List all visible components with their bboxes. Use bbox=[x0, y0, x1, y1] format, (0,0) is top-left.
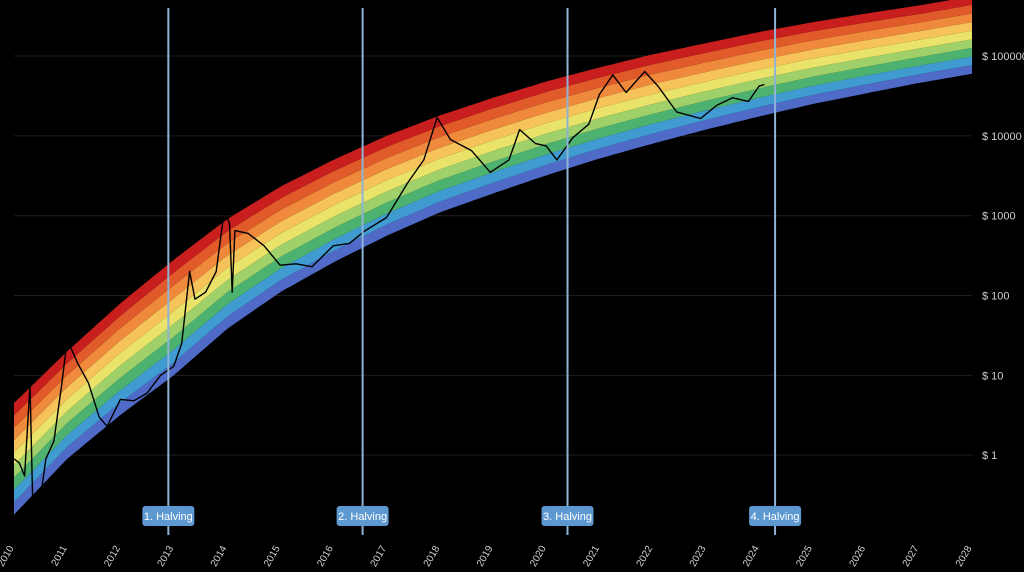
y-tick-label-4: $ 10000 bbox=[982, 131, 1022, 143]
x-tick-label-2024: 2024 bbox=[741, 544, 762, 569]
halving-label-3: 3. Halving bbox=[543, 511, 592, 523]
y-tick-label-1: $ 10 bbox=[982, 370, 1003, 382]
rainbow-bands bbox=[14, 0, 972, 515]
x-tick-label-2018: 2018 bbox=[422, 544, 443, 569]
halving-label-box-1 bbox=[142, 506, 195, 526]
x-tick-label-2023: 2023 bbox=[688, 544, 709, 569]
price-line bbox=[13, 70, 765, 498]
x-tick-label-2014: 2014 bbox=[209, 544, 230, 569]
x-tick-label-2017: 2017 bbox=[369, 544, 390, 569]
x-tick-label-2016: 2016 bbox=[315, 544, 336, 569]
halving-label-box-4 bbox=[749, 506, 802, 526]
y-tick-label-2: $ 100 bbox=[982, 291, 1010, 303]
halving-label-4: 4. Halving bbox=[751, 511, 800, 523]
halving-markers: 1. Halving 2. Halving 3. Halving 4. Halving bbox=[142, 8, 802, 535]
y-tick-label-0: $ 1 bbox=[982, 450, 997, 462]
halving-label-box-3 bbox=[541, 506, 594, 526]
x-tick-label-2025: 2025 bbox=[794, 544, 815, 569]
halving-label-box-2 bbox=[336, 506, 389, 526]
y-tick-label-3: $ 1000 bbox=[982, 211, 1016, 223]
x-tick-label-2021: 2021 bbox=[581, 544, 602, 569]
y-axis-ticks: $ 1 $ 10 $ 100 $ 1000 $ 10000 $ 100000 bbox=[982, 51, 1024, 462]
halving-label-1: 1. Halving bbox=[144, 511, 193, 523]
halving-label-2: 2. Halving bbox=[338, 511, 387, 523]
y-tick-label-5: $ 100000 bbox=[982, 51, 1024, 63]
x-tick-label-2010: 2010 bbox=[0, 544, 17, 569]
x-axis-ticks: 2010 2011 2012 2013 2014 2015 2016 2017 2018 2019… bbox=[0, 544, 975, 569]
price-series bbox=[13, 70, 765, 498]
x-tick-label-2026: 2026 bbox=[848, 544, 869, 569]
x-tick-label-2027: 2027 bbox=[901, 544, 922, 569]
x-tick-label-2019: 2019 bbox=[475, 544, 496, 569]
x-tick-label-2012: 2012 bbox=[102, 544, 123, 569]
x-tick-label-2013: 2013 bbox=[156, 544, 177, 569]
x-tick-label-2015: 2015 bbox=[262, 544, 283, 569]
x-tick-label-2011: 2011 bbox=[50, 544, 70, 569]
x-tick-label-2022: 2022 bbox=[635, 544, 656, 569]
x-tick-label-2028: 2028 bbox=[954, 544, 975, 569]
x-tick-label-2020: 2020 bbox=[528, 544, 549, 569]
